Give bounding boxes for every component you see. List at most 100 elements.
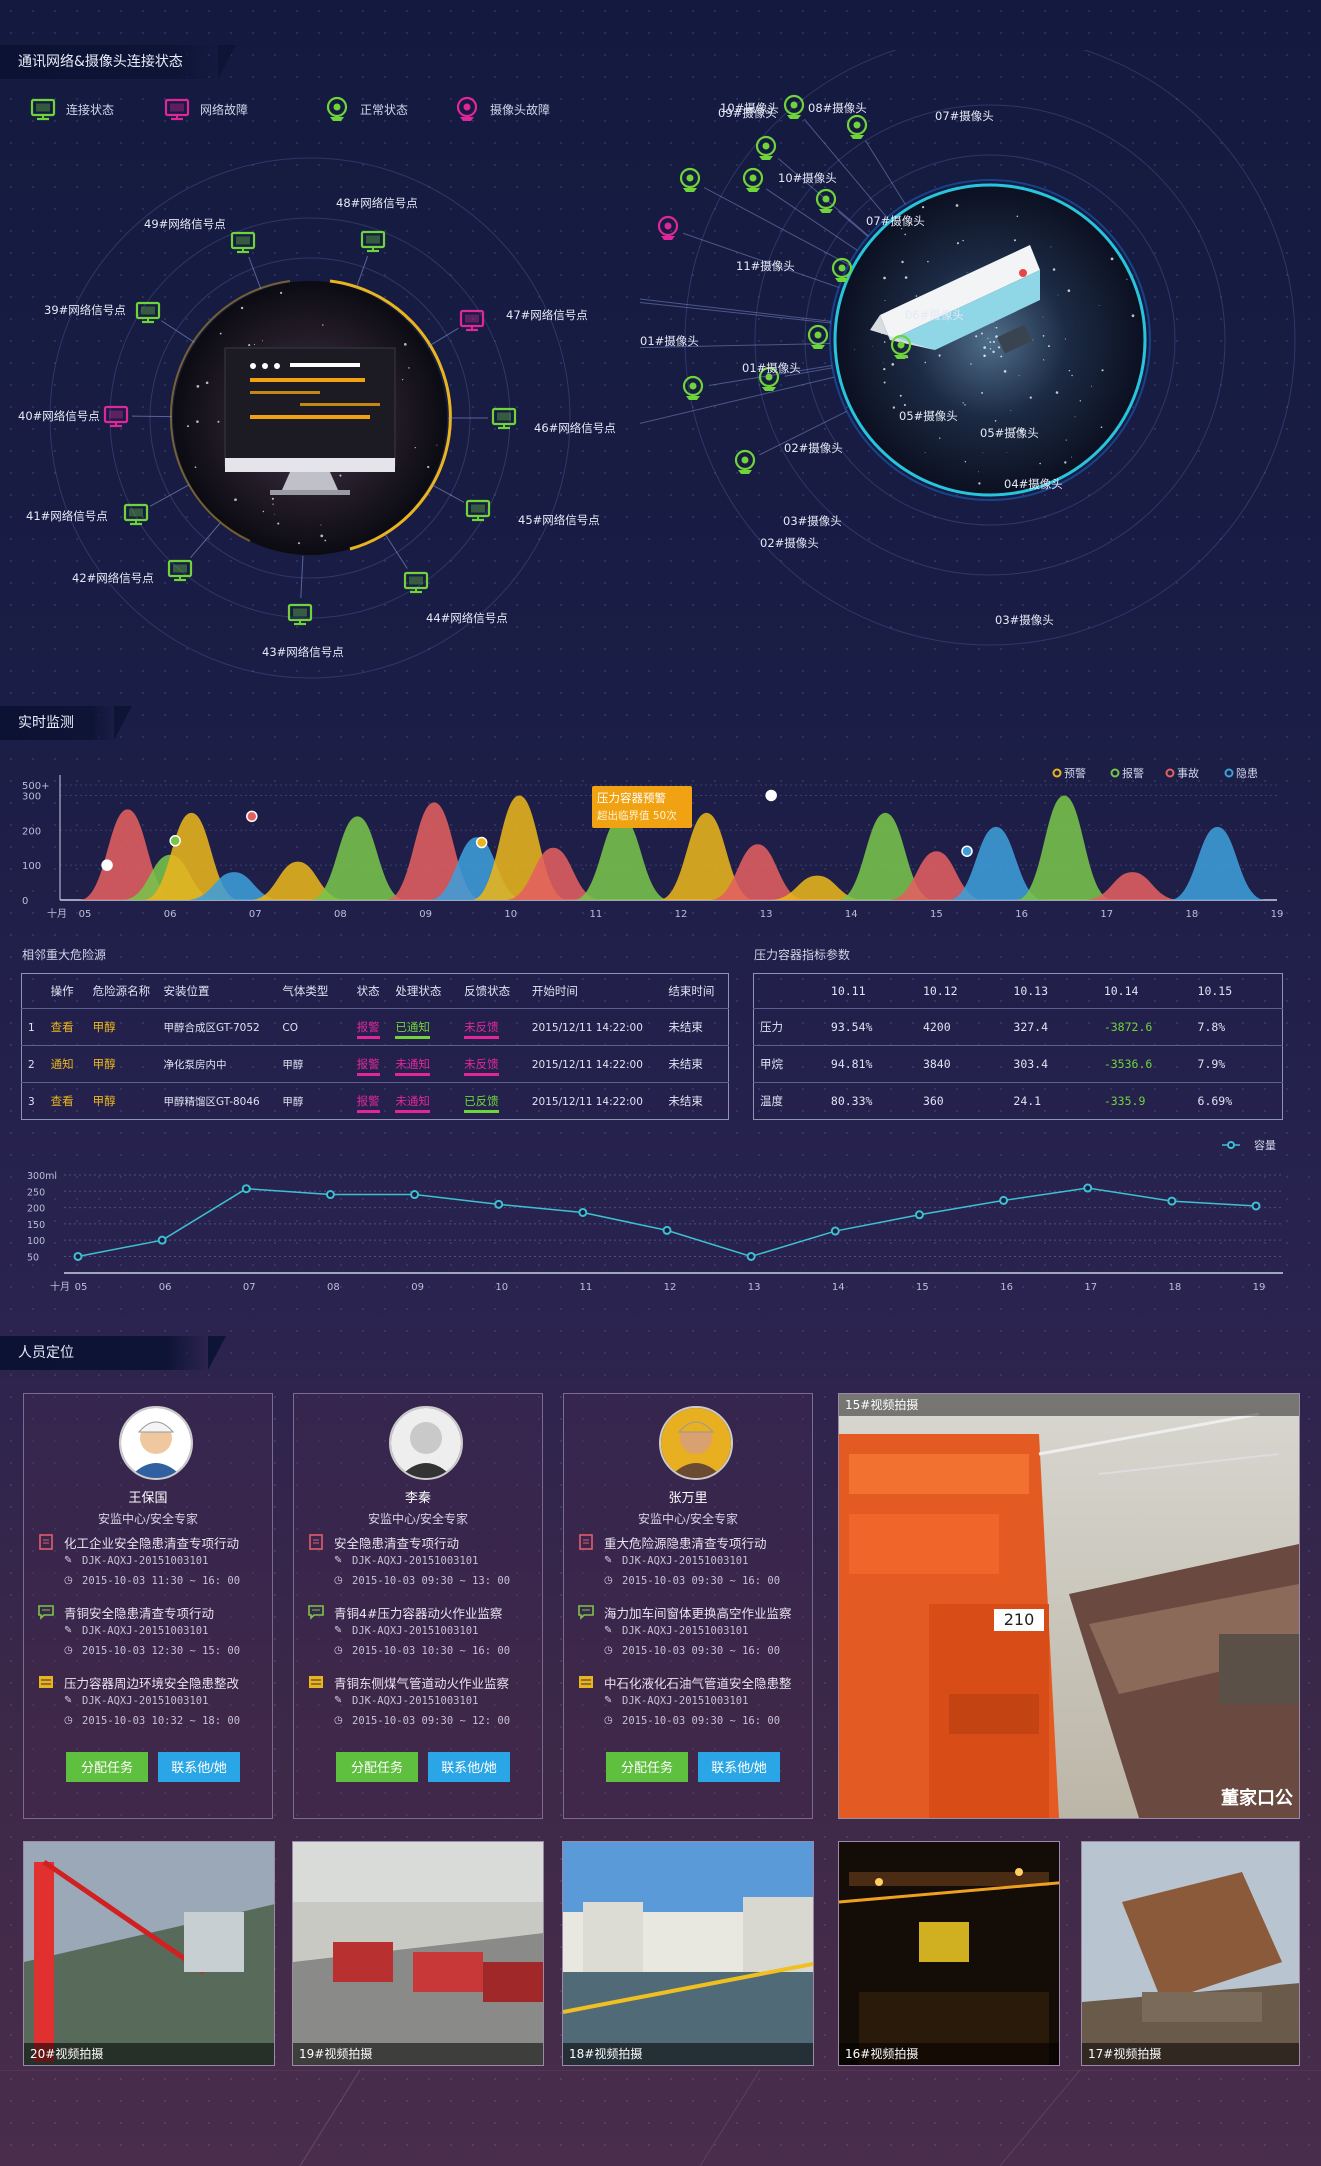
video-thumb-caption: 18#视频拍摄 <box>563 2043 814 2065</box>
table-header: 结束时间 <box>662 974 728 1009</box>
cell-op[interactable]: 通知 <box>45 1046 87 1083</box>
avatar[interactable] <box>389 1406 463 1480</box>
section-title-monitor: 实时监测 <box>0 706 114 740</box>
camera-node-16-camera-icon[interactable] <box>736 451 754 474</box>
cell-op[interactable]: 查看 <box>45 1083 87 1120</box>
network-node-5-monitor-icon[interactable] <box>169 561 191 580</box>
capacity-point[interactable] <box>1000 1197 1007 1204</box>
capacity-point[interactable] <box>411 1191 418 1198</box>
task-title[interactable]: 重大危险源隐患清查专项行动 <box>604 1533 767 1552</box>
task-title[interactable]: 化工企业安全隐患清查专项行动 <box>64 1533 239 1552</box>
camera-node-1-camera-icon[interactable] <box>681 169 699 192</box>
network-node-9-monitor-icon[interactable] <box>493 409 515 428</box>
camera-node-7-camera-icon[interactable] <box>833 259 851 282</box>
y-tick-label: 100 <box>27 1236 45 1247</box>
capacity-point[interactable] <box>75 1253 82 1260</box>
capacity-point[interactable] <box>1168 1198 1175 1205</box>
network-node-1-monitor-icon[interactable] <box>232 233 254 252</box>
camera-node-3-camera-icon[interactable] <box>848 116 866 139</box>
capacity-point[interactable] <box>748 1253 755 1260</box>
avatar[interactable] <box>659 1406 733 1480</box>
op-text[interactable]: 查看 <box>51 1020 74 1034</box>
camera-node-6-camera-icon[interactable] <box>659 217 677 240</box>
cell-gas: 甲醇 <box>276 1083 350 1120</box>
area-marker[interactable] <box>477 838 487 848</box>
capacity-point[interactable] <box>579 1209 586 1216</box>
capacity-point[interactable] <box>327 1191 334 1198</box>
video-thumb-3[interactable]: 16#视频拍摄 <box>838 1841 1060 2066</box>
area-marker[interactable] <box>102 860 112 870</box>
camera-node-label: 08#摄像头 <box>808 100 867 116</box>
task-title[interactable]: 安全隐患清查专项行动 <box>334 1533 459 1552</box>
camera-node-2-camera-icon[interactable] <box>757 137 775 160</box>
camera-node-14-camera-icon[interactable] <box>684 377 702 400</box>
cell-loc: 甲醇精馏区GT-8046 <box>157 1083 276 1120</box>
pen-icon: ✎ <box>334 1625 342 1636</box>
x-tick-label: 11 <box>589 909 602 920</box>
area-marker[interactable] <box>170 836 180 846</box>
camera-node-5-camera-icon[interactable] <box>817 190 835 213</box>
contact-button[interactable]: 联系他/她 <box>428 1752 510 1782</box>
network-node-label: 48#网络信号点 <box>336 195 418 211</box>
assign-task-button[interactable]: 分配任务 <box>66 1752 148 1782</box>
assign-task-button[interactable]: 分配任务 <box>336 1752 418 1782</box>
capacity-point[interactable] <box>495 1201 502 1208</box>
network-node-0-monitor-icon[interactable] <box>362 232 384 251</box>
network-node-10-monitor-icon[interactable] <box>461 311 483 330</box>
capacity-point[interactable] <box>664 1227 671 1234</box>
pressure-cell: 94.81% <box>825 1046 917 1083</box>
avatar[interactable] <box>119 1406 193 1480</box>
capacity-point[interactable] <box>1084 1185 1091 1192</box>
capacity-point[interactable] <box>832 1228 839 1235</box>
contact-button[interactable]: 联系他/她 <box>158 1752 240 1782</box>
state-text: 报警 <box>357 1094 380 1113</box>
x-tick-label: 14 <box>845 909 858 920</box>
video-thumb-2[interactable]: 18#视频拍摄 <box>562 1841 814 2066</box>
network-node-3-monitor-icon[interactable] <box>105 407 127 426</box>
task-title[interactable]: 青铜东侧煤气管道动火作业监察 <box>334 1673 509 1692</box>
pressure-header: 10.14 <box>1098 974 1192 1009</box>
area-peak-19[interactable] <box>1169 827 1265 900</box>
capacity-point[interactable] <box>916 1211 923 1218</box>
task-title[interactable]: 压力容器周边环境安全隐患整改 <box>64 1673 239 1692</box>
clock-icon: ◷ <box>604 1645 613 1656</box>
camera-node-0-camera-icon[interactable] <box>785 96 803 119</box>
gas-text: 甲醇 <box>282 1059 303 1071</box>
area-peak-10[interactable] <box>573 816 669 900</box>
table-row: 1 查看 甲醇 甲醇合成区GT-7052 CO 报警 已通知 未反馈 2015/12/11 14… <box>22 1009 729 1046</box>
task-title[interactable]: 海力加车间窗体更换高空作业监察 <box>604 1603 792 1622</box>
capacity-point[interactable] <box>159 1237 166 1244</box>
cell-op[interactable]: 查看 <box>45 1009 87 1046</box>
area-marker[interactable] <box>766 790 776 800</box>
main-video-panel[interactable]: 210 15#视频拍摄 董家口公 <box>838 1393 1300 1819</box>
legend-swatch <box>1167 770 1174 777</box>
network-node-8-monitor-icon[interactable] <box>467 501 489 520</box>
task-title[interactable]: 青铜4#压力容器动火作业监察 <box>334 1603 502 1622</box>
op-text[interactable]: 通知 <box>51 1057 74 1071</box>
loc-text: 净化泵房内中 <box>163 1059 226 1071</box>
area-marker[interactable] <box>247 811 257 821</box>
task-title[interactable]: 青铜安全隐患清查专项行动 <box>64 1603 214 1622</box>
pressure-cell: -3536.6 <box>1098 1046 1192 1083</box>
contact-button[interactable]: 联系他/她 <box>698 1752 780 1782</box>
table-row: 3 查看 甲醇 甲醇精馏区GT-8046 甲醇 报警 未通知 已反馈 2015/12/11 14… <box>22 1083 729 1120</box>
op-text[interactable]: 查看 <box>51 1094 74 1108</box>
camera-node-10-camera-icon[interactable] <box>809 326 827 349</box>
camera-node-4-camera-icon[interactable] <box>744 169 762 192</box>
network-node-4-monitor-icon[interactable] <box>125 505 147 524</box>
task-title[interactable]: 中石化液化石油气管道安全隐患整 <box>604 1673 792 1692</box>
network-node-6-monitor-icon[interactable] <box>289 605 311 624</box>
y-tick-label: 150 <box>27 1220 45 1231</box>
area-peak-17[interactable] <box>1016 795 1112 900</box>
pressure-table-title: 压力容器指标参数 <box>754 946 850 963</box>
capacity-point[interactable] <box>1253 1202 1260 1209</box>
video-thumb-1[interactable]: 19#视频拍摄 <box>292 1841 544 2066</box>
area-peak-5[interactable] <box>309 816 405 900</box>
camera-node-label: 02#摄像头 <box>784 440 843 456</box>
capacity-point[interactable] <box>243 1185 250 1192</box>
video-thumb-0[interactable]: 20#视频拍摄 <box>23 1841 275 2066</box>
video-thumb-4[interactable]: 17#视频拍摄 <box>1081 1841 1300 2066</box>
area-marker[interactable] <box>962 846 972 856</box>
assign-task-button[interactable]: 分配任务 <box>606 1752 688 1782</box>
start-text: 2015/12/11 14:22:00 <box>532 1096 643 1108</box>
